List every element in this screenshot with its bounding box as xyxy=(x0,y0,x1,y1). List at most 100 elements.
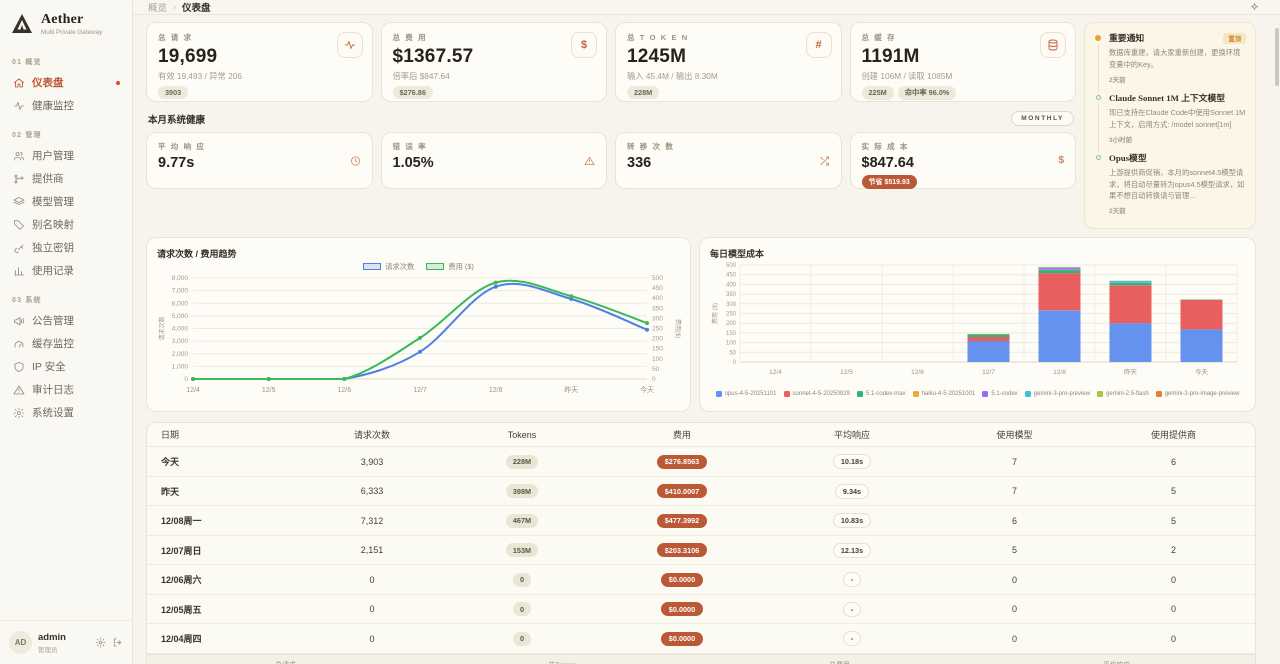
cell-tokens: 467M xyxy=(447,513,597,528)
user-role: 管理员 xyxy=(38,646,58,654)
stat-badge: $276.86 xyxy=(392,86,433,99)
svg-text:费用 ($): 费用 ($) xyxy=(711,303,719,324)
sidebar-item-ip-security[interactable]: IP 安全 xyxy=(9,355,123,378)
cell-tokens: 0 xyxy=(447,572,597,587)
sidebar-item-announcement[interactable]: 公告管理 xyxy=(9,309,123,332)
monthly-period-toggle[interactable]: MONTHLY xyxy=(1011,111,1074,126)
table-row[interactable]: 昨天 6,333 398M $410.0007 9.34s 7 5 xyxy=(147,477,1255,507)
audit-log-icon xyxy=(13,384,25,396)
legend-item[interactable]: haiku-4-5-20251001 xyxy=(912,390,975,397)
svg-text:昨天: 昨天 xyxy=(564,385,578,394)
scrollbar-thumb[interactable] xyxy=(1275,28,1279,86)
main-area: 概览 › 仪表盘 总 请 求 19,699 有效 19,493 / 异常 206 3903… xyxy=(133,0,1280,664)
active-dot xyxy=(116,80,120,85)
cell-date: 12/04周四 xyxy=(161,634,202,645)
health-label: 实 际 成 本 xyxy=(861,142,909,151)
footer-label: 总Tokens xyxy=(424,659,701,664)
topbar: 概览 › 仪表盘 xyxy=(133,0,1280,15)
legend-item[interactable]: gemini-3-pro-preview xyxy=(1024,390,1090,397)
cell-cost: $276.8563 xyxy=(597,454,767,469)
health-label: 转 移 次 数 xyxy=(627,142,675,151)
svg-text:今天: 今天 xyxy=(1195,367,1209,376)
nav-section-label: 03 系统 xyxy=(12,297,42,304)
logout-icon[interactable] xyxy=(112,637,123,648)
sidebar-item-usage-log[interactable]: 使用记录 xyxy=(9,259,123,282)
legend-swatch xyxy=(912,390,919,397)
table-row[interactable]: 12/08周一 7,312 467M $477.3992 10.83s 6 5 xyxy=(147,506,1255,536)
notification-item[interactable]: Opus模型 上游提供商促销，本月的sonnet4.5模型请求，将自动尽量转为op… xyxy=(1094,153,1246,224)
svg-text:6,000: 6,000 xyxy=(172,301,189,308)
notification-item[interactable]: Claude Sonnet 1M 上下文模型 现已支持在Claude Code中使… xyxy=(1094,93,1246,153)
sidebar-item-settings[interactable]: 系统设置 xyxy=(9,401,123,424)
cell-cost: $0.0000 xyxy=(597,631,767,646)
legend-item[interactable]: gemini-2.5-flash xyxy=(1097,390,1149,397)
svg-text:12/8: 12/8 xyxy=(1053,369,1066,376)
cell-cost: $410.0007 xyxy=(597,484,767,499)
sidebar-item-cache-monitor[interactable]: 缓存监控 xyxy=(9,332,123,355)
table-row[interactable]: 12/04周四 0 0 $0.0000-0 0 xyxy=(147,624,1255,654)
cell-requests: 0 xyxy=(369,604,375,615)
health-card: 错 误 率 1.05% xyxy=(380,132,607,189)
svg-text:0: 0 xyxy=(184,376,188,383)
sidebar-item-health-monitor[interactable]: 健康监控 xyxy=(9,94,123,117)
cell-date: 12/06周六 xyxy=(161,575,202,586)
sidebar-item-models[interactable]: 模型管理 xyxy=(9,190,123,213)
stat-sub: 有效 19,493 / 异常 206 xyxy=(158,71,242,81)
legend-item[interactable]: gemini-3-pro-image-preview xyxy=(1155,390,1239,397)
cell-providers: 2 xyxy=(1170,545,1176,556)
stat-label: 总 T O K E N xyxy=(627,33,689,42)
table-row[interactable]: 12/05周五 0 0 $0.0000-0 0 xyxy=(147,595,1255,625)
svg-text:100: 100 xyxy=(652,356,663,363)
legend-item[interactable]: 请求次数 xyxy=(363,262,414,272)
activity-icon xyxy=(336,32,363,58)
bar-chart-plot: 0 50 100 150 200 250 300 350 400 450 500 12/4 12/5 12… xyxy=(710,260,1245,386)
settings-icon[interactable] xyxy=(95,637,106,648)
dashboard-icon xyxy=(13,77,25,89)
legend-item[interactable]: 5.1-codex-max xyxy=(856,390,906,397)
svg-text:费用($): 费用($) xyxy=(674,319,682,338)
key-icon xyxy=(13,242,25,254)
health-value: 1.05% xyxy=(392,155,434,171)
sidebar-item-dashboard[interactable]: 仪表盘 xyxy=(9,71,123,94)
legend-item[interactable]: sonnet-4-5-20250929 xyxy=(783,390,850,397)
cell-latency: 9.34s xyxy=(767,483,937,499)
stat-label: 总 请 求 xyxy=(158,33,193,42)
legend-item[interactable]: opus-4-5-20251101 xyxy=(715,390,777,397)
cell-cost: $203.3106 xyxy=(597,543,767,558)
cell-providers: 5 xyxy=(1170,515,1176,526)
svg-text:300: 300 xyxy=(726,302,737,308)
health-section-title: 本月系统健康 xyxy=(148,114,206,126)
sidebar-item-label: 审计日志 xyxy=(32,384,74,396)
svg-text:3,000: 3,000 xyxy=(172,338,189,345)
svg-text:0: 0 xyxy=(733,360,737,366)
avatar: AD xyxy=(9,631,32,654)
sidebar-item-alias[interactable]: 别名映射 xyxy=(9,213,123,236)
sidebar-item-key[interactable]: 独立密钥 xyxy=(9,236,123,259)
timeline-line xyxy=(1097,103,1099,153)
app-logo[interactable]: Aether Multi Private Gateway xyxy=(0,0,132,44)
breadcrumb-item-0[interactable]: 概览 xyxy=(148,3,168,14)
svg-text:12/7: 12/7 xyxy=(413,387,427,394)
table-row[interactable]: 12/06周六 0 0 $0.0000-0 0 xyxy=(147,565,1255,595)
svg-text:100: 100 xyxy=(726,341,737,347)
table-row[interactable]: 今天 3,903 228M $276.8563 10.18s 7 6 xyxy=(147,447,1255,477)
svg-text:400: 400 xyxy=(726,283,737,289)
health-card: 转 移 次 数 336 xyxy=(615,132,842,189)
sidebar-item-users[interactable]: 用户管理 xyxy=(9,144,123,167)
notification-item[interactable]: 重要通知 置顶 数据库重建，请大家重新创建，更换环境变量中的Key。 2天前 xyxy=(1094,33,1246,93)
cell-date: 12/05周五 xyxy=(161,604,202,615)
svg-text:2,000: 2,000 xyxy=(172,351,189,358)
table-header-cell: 日期 xyxy=(161,430,180,441)
table-row[interactable]: 12/07周日 2,151 153M $203.3106 12.13s 5 2 xyxy=(147,536,1255,566)
sparkle-icon[interactable] xyxy=(1249,2,1260,13)
sidebar-item-provider[interactable]: 提供商 xyxy=(9,167,123,190)
legend-item[interactable]: 费用 ($) xyxy=(426,262,474,272)
sidebar-item-label: 提供商 xyxy=(32,173,64,185)
cell-providers: 5 xyxy=(1170,486,1176,497)
table-header-cell: 平均响应 xyxy=(833,430,870,441)
breadcrumb: 概览 › 仪表盘 xyxy=(148,0,211,14)
svg-text:1,000: 1,000 xyxy=(172,364,189,371)
legend-item[interactable]: 5.1-codex xyxy=(982,390,1018,397)
sidebar-item-audit-log[interactable]: 审计日志 xyxy=(9,378,123,401)
stat-card: 总 缓 存 1191M 创建 106M / 读取 1085M 225M 命中率 96.0… xyxy=(849,22,1076,102)
